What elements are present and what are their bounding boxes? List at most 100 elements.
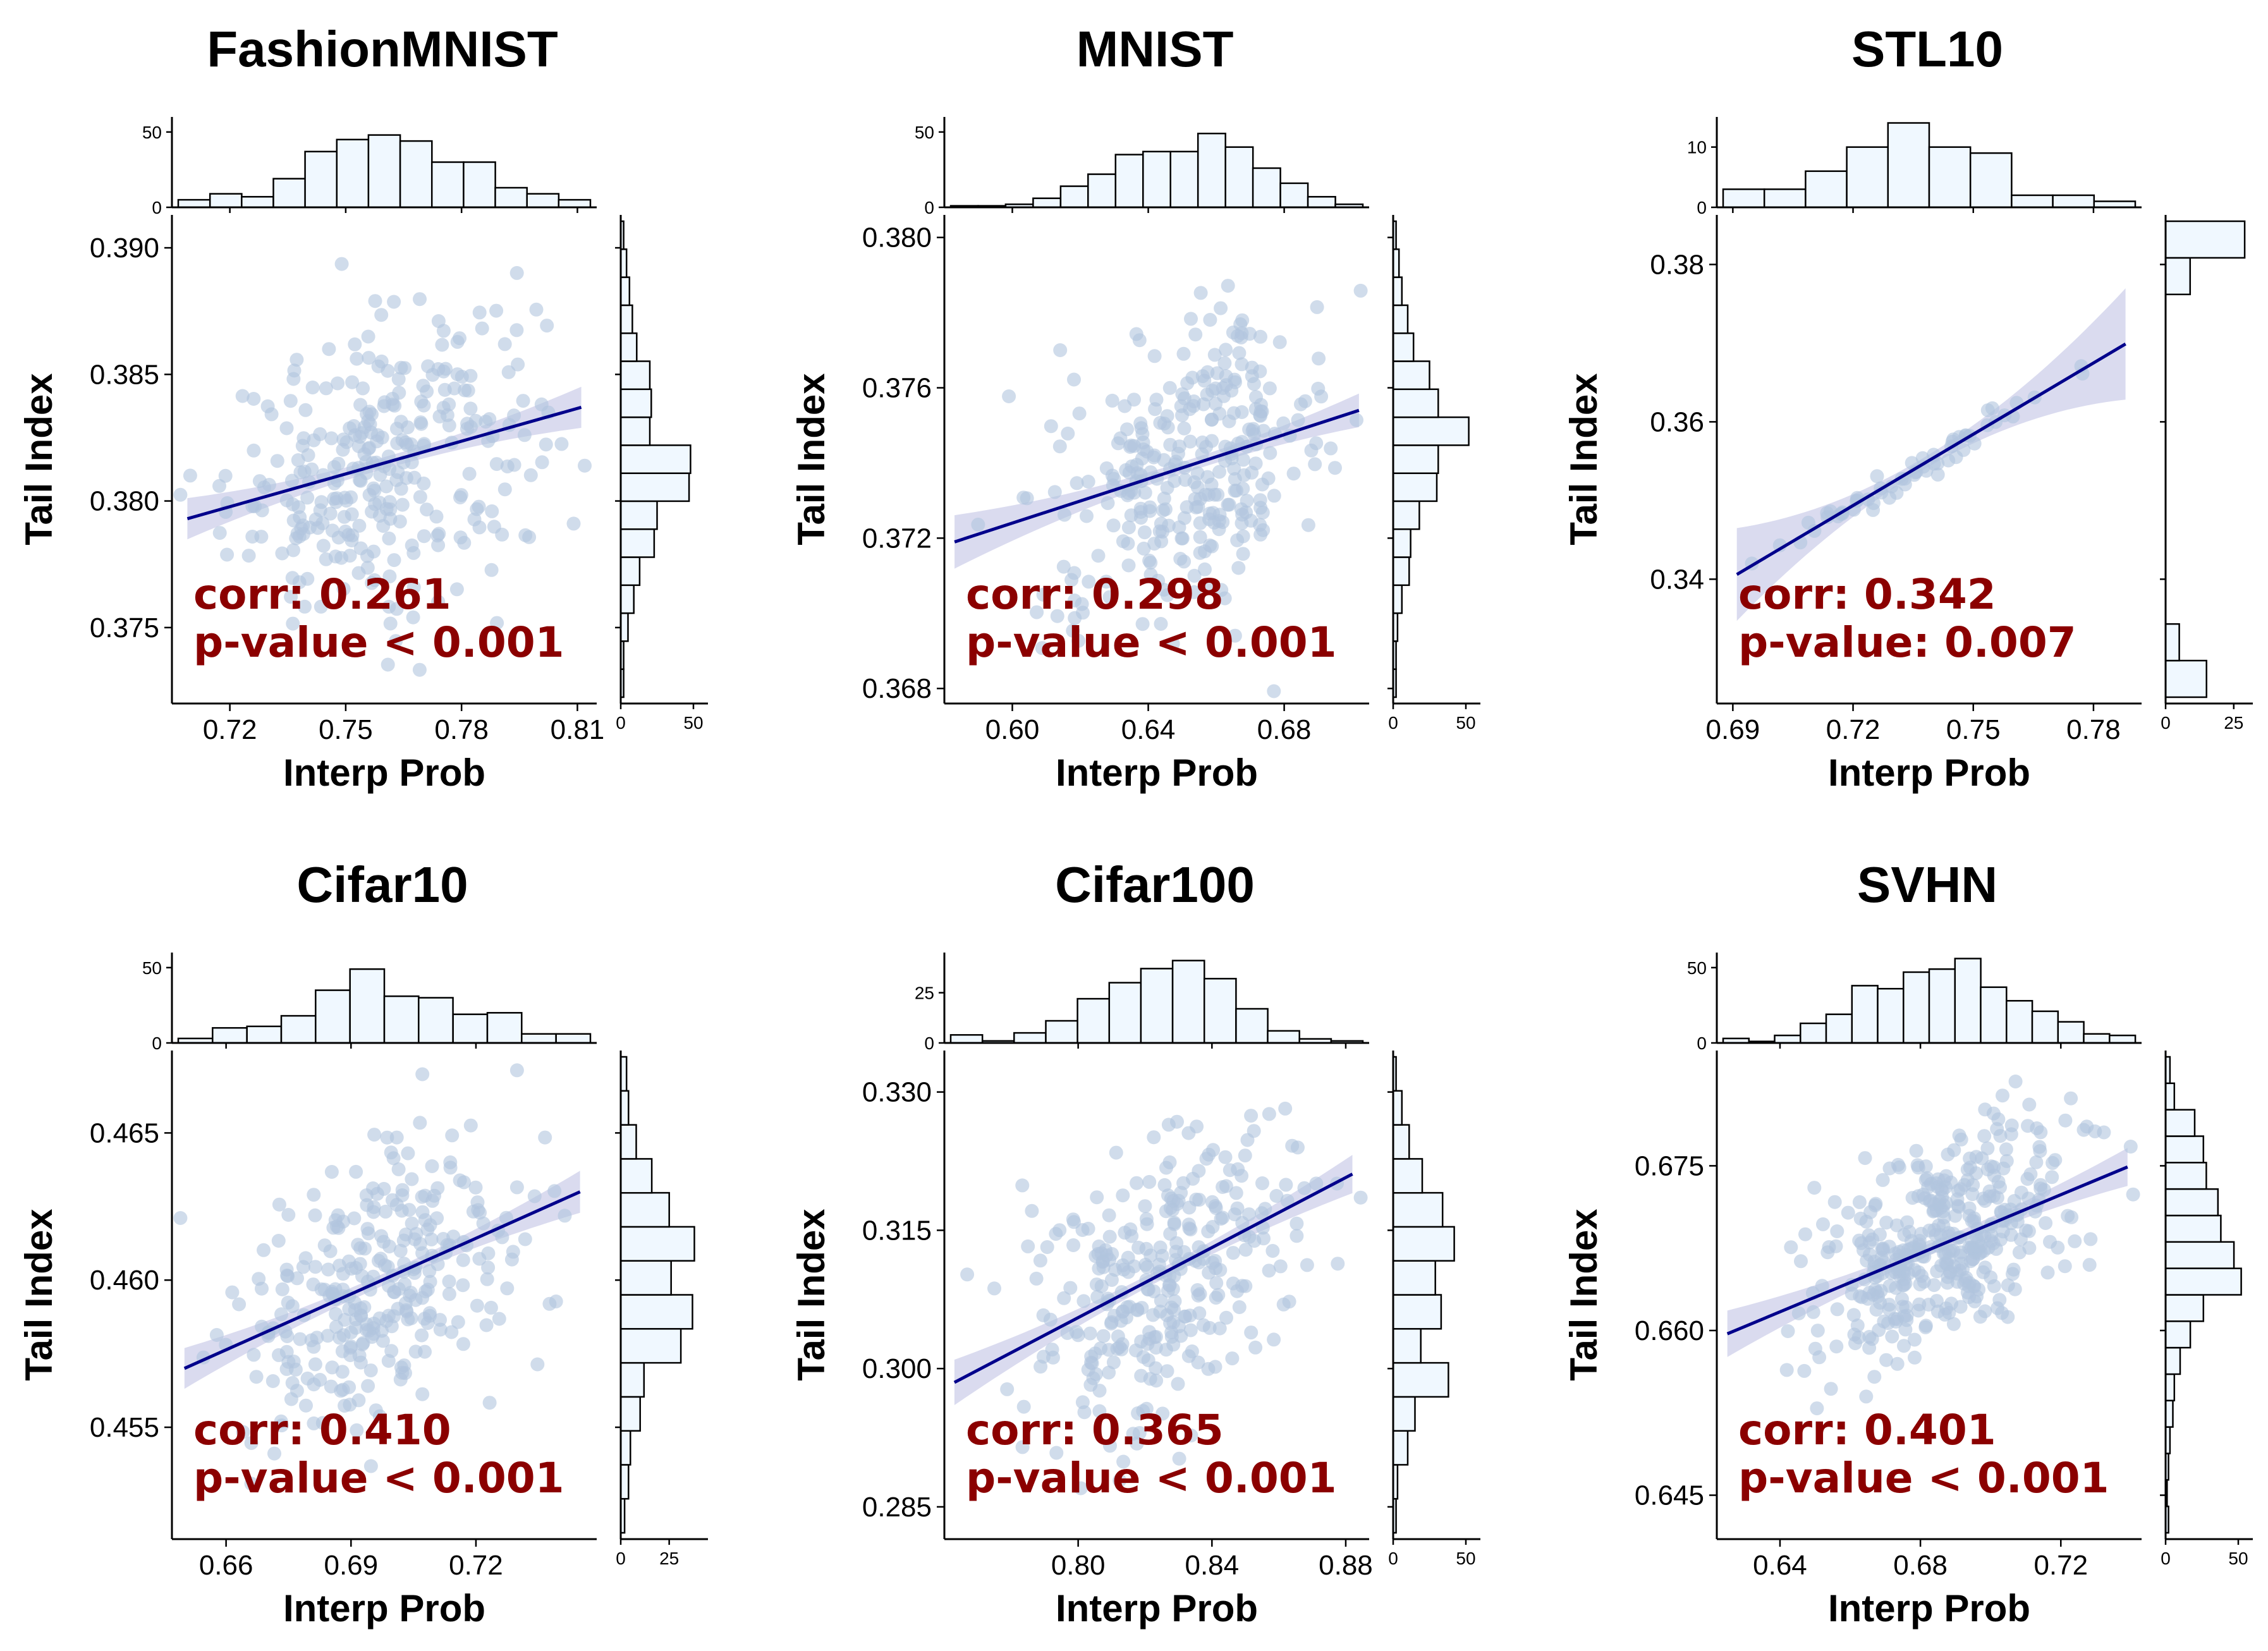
scatter-point (484, 563, 499, 577)
scatter-point (1133, 468, 1148, 482)
scatter-point (1193, 545, 1207, 560)
y-hist-bar (619, 332, 638, 362)
scatter-point (1030, 605, 1044, 619)
y-tick-label: 0.368 (862, 673, 932, 704)
y-hist-tick-label: 0 (616, 713, 626, 733)
pvalue-annotation: p-value < 0.001 (1738, 1454, 2109, 1502)
x-hist-bar (315, 989, 351, 1044)
scatter-point (338, 1313, 352, 1327)
scatter-point (1276, 416, 1291, 430)
scatter-point (500, 459, 515, 473)
scatter-point (1193, 530, 1207, 544)
scatter-point (2001, 1310, 2015, 1324)
scatter-point (336, 1267, 350, 1281)
scatter-point (1263, 446, 1277, 460)
scatter-point (1896, 1243, 1911, 1257)
scatter-point (2083, 1232, 2098, 1246)
y-hist-bar (619, 276, 631, 307)
scatter-point (379, 1204, 393, 1219)
scatter-point (1214, 583, 1229, 597)
y-hist-bar (2164, 1082, 2176, 1111)
scatter-point (1913, 1277, 1927, 1291)
scatter-point (1193, 1287, 1207, 1301)
scatter-point (1810, 1324, 1825, 1338)
scatter-point (530, 1357, 545, 1372)
scatter-point (1172, 1451, 1186, 1466)
scatter-point (298, 599, 312, 614)
scatter-point (463, 401, 478, 416)
scatter-point (1106, 518, 1121, 533)
scatter-point (1125, 459, 1139, 473)
scatter-point (1244, 1109, 1259, 1123)
scatter-point (1301, 518, 1315, 532)
scatter-point (363, 1459, 378, 1473)
scatter-point (522, 530, 537, 544)
scatter-point (1067, 1215, 1081, 1229)
scatter-point (482, 1396, 497, 1410)
scatter-point (499, 1210, 513, 1225)
scatter-point (396, 1233, 411, 1248)
scatter-point (2021, 1191, 2036, 1206)
scatter-point (1114, 1313, 1128, 1328)
scatter-point (1973, 1310, 1987, 1324)
scatter-point (367, 1128, 382, 1142)
x-hist-bar (367, 134, 401, 209)
scatter-point (479, 415, 493, 429)
scatter-point (509, 1180, 524, 1195)
scatter-point (334, 257, 349, 271)
y-hist-bar (2164, 220, 2246, 259)
scatter-point (1127, 393, 1141, 407)
x-hist-bar (949, 1034, 984, 1044)
scatter-point (281, 1295, 295, 1310)
scatter-point (1997, 1202, 2012, 1217)
scatter-point (391, 372, 406, 386)
scatter-point (1889, 1218, 1904, 1233)
scatter-point (247, 1348, 261, 1362)
scatter-point (1142, 1174, 1157, 1189)
y-hist-bar (619, 1191, 670, 1228)
scatter-point (2068, 1234, 2082, 1248)
scatter-point (366, 1181, 381, 1195)
scatter-point (456, 1253, 470, 1267)
scatter-point (389, 1130, 404, 1145)
pvalue-annotation: p-value < 0.001 (193, 618, 564, 667)
scatter-point (306, 1277, 320, 1292)
scatter-point (283, 394, 298, 408)
x-hist-bar (555, 1033, 592, 1044)
scatter-point (487, 520, 501, 534)
x-hist-bar (2031, 1010, 2059, 1044)
scatter-point (1105, 393, 1119, 408)
scatter-point (1056, 559, 1071, 574)
scatter-point (1935, 1190, 1949, 1204)
x-hist-bar (1969, 152, 2013, 209)
scatter-point (1191, 499, 1205, 514)
x-hist-bar (1108, 982, 1142, 1044)
x-hist-bar (1267, 1030, 1300, 1044)
scatter-point (540, 319, 554, 333)
x-hist-bar (1235, 1008, 1269, 1044)
scatter-point (418, 1188, 432, 1203)
scatter-point (412, 662, 427, 677)
scatter-point (286, 543, 300, 557)
y-tick-label: 0.460 (90, 1265, 159, 1296)
scatter-point (479, 1318, 494, 1332)
scatter-point (1016, 1399, 1031, 1414)
y-hist-bar (619, 1226, 695, 1262)
scatter-point (1240, 494, 1254, 508)
scatter-point (1143, 504, 1157, 518)
chart-panel-fashionmnist: FashionMNIST 0.72 0.75 0.78 0.81 0.375 0.380 0.… (18, 21, 708, 794)
x-hist-tick-label: 0 (1697, 1033, 1707, 1053)
scatter-point (1052, 439, 1067, 454)
x-hist-bar (304, 150, 338, 209)
y-hist-bar (1392, 332, 1415, 362)
x-axis-label: Interp Prob (1056, 752, 1258, 794)
y-tick-label: 0.36 (1650, 406, 1704, 437)
chart-title: STL10 (1851, 21, 2003, 77)
scatter-point (1221, 279, 1235, 293)
scatter-point (1196, 1318, 1210, 1332)
scatter-point (353, 1257, 367, 1271)
scatter-point (1184, 312, 1198, 326)
y-hist-tick-label: 25 (659, 1549, 679, 1568)
y-hist-bar (619, 1294, 693, 1330)
scatter-point (1971, 1234, 1985, 1249)
